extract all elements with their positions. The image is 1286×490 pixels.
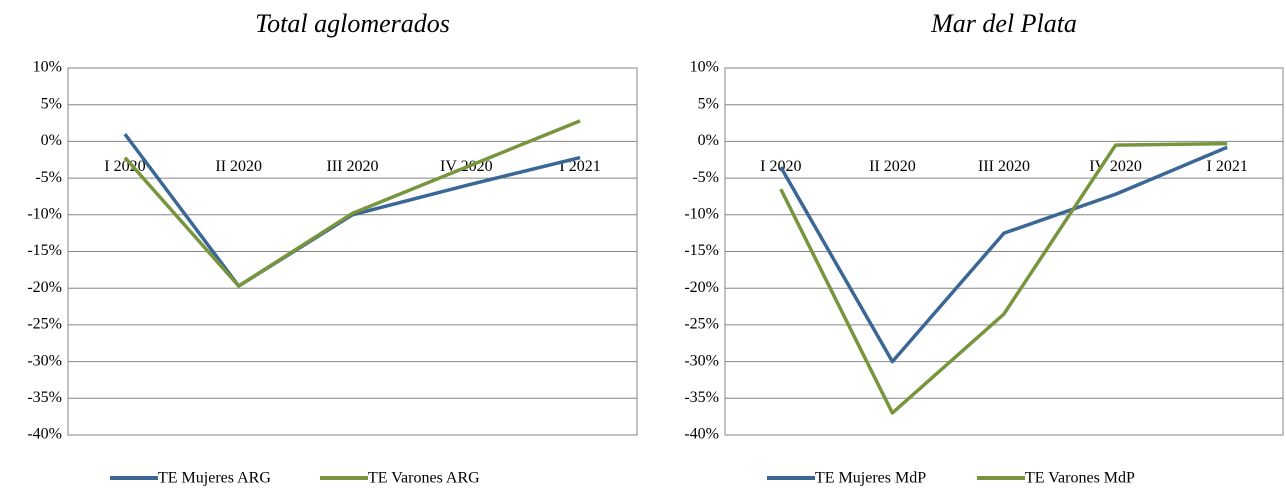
y-tick-label: -25% <box>27 316 62 333</box>
x-tick-label: II 2020 <box>869 158 916 175</box>
y-tick-label: 10% <box>690 59 719 76</box>
chart-title: Total aglomerados <box>255 9 450 38</box>
plot-area <box>67 67 638 436</box>
x-tick-label: I 2021 <box>1207 158 1248 175</box>
y-tick-label: -30% <box>684 352 719 369</box>
y-tick-label: 10% <box>33 59 62 76</box>
legend-label: TE Mujeres MdP <box>815 470 926 487</box>
y-tick-label: -10% <box>684 205 719 222</box>
y-tick-label: -30% <box>27 352 62 369</box>
chart-title: Mar del Plata <box>930 9 1077 38</box>
data-line <box>123 119 581 288</box>
y-tick-label: -35% <box>684 389 719 406</box>
y-tick-label: -5% <box>692 169 719 186</box>
legend-label: TE Varones MdP <box>1025 470 1135 487</box>
x-tick-label: III 2020 <box>327 158 379 175</box>
legend-label: TE Varones ARG <box>368 470 480 487</box>
y-tick-label: -10% <box>27 205 62 222</box>
y-tick-label: -25% <box>684 316 719 333</box>
data-line <box>779 141 1228 415</box>
y-tick-label: -20% <box>684 279 719 296</box>
y-tick-label: 0% <box>41 132 62 149</box>
x-tick-label: I 2020 <box>760 158 801 175</box>
data-line <box>123 133 581 288</box>
y-tick-label: 5% <box>698 95 719 112</box>
y-tick-label: 0% <box>698 132 719 149</box>
y-tick-label: -40% <box>684 426 719 443</box>
legend-label: TE Mujeres ARG <box>158 470 271 487</box>
y-tick-label: -20% <box>27 279 62 296</box>
y-tick-label: -15% <box>684 242 719 259</box>
y-tick-label: -40% <box>27 426 62 443</box>
x-tick-label: II 2020 <box>215 158 262 175</box>
y-tick-label: 5% <box>41 95 62 112</box>
x-tick-label: III 2020 <box>978 158 1030 175</box>
x-tick-label: I 2021 <box>559 158 600 175</box>
y-tick-label: -35% <box>27 389 62 406</box>
plot-area <box>724 67 1284 436</box>
y-tick-label: -15% <box>27 242 62 259</box>
data-line <box>779 145 1228 364</box>
y-tick-label: -5% <box>35 169 62 186</box>
